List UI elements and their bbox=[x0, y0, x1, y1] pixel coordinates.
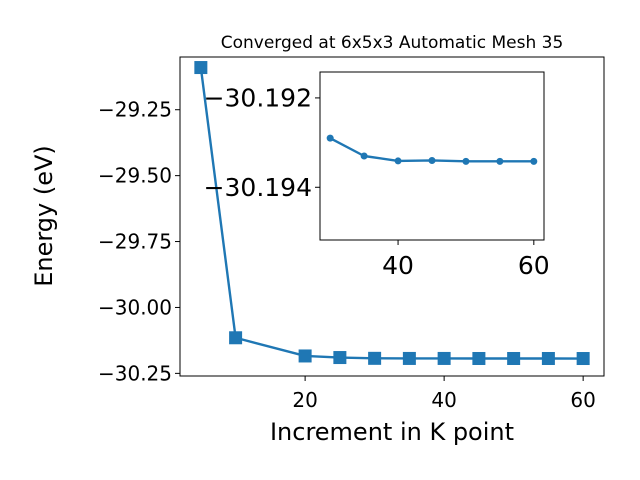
inset-x-tick-label: 40 bbox=[382, 251, 414, 280]
main-x-tick-label: 40 bbox=[431, 388, 456, 412]
inset-data-point bbox=[496, 157, 504, 165]
main-data-point bbox=[194, 61, 208, 75]
inset-data-point bbox=[462, 157, 470, 165]
main-data-point bbox=[437, 351, 451, 365]
main-y-tick-label: −30.25 bbox=[98, 361, 172, 385]
inset-y-tick-label: −30.192 bbox=[204, 83, 312, 112]
main-series bbox=[194, 61, 590, 366]
main-plot-frame bbox=[179, 56, 605, 377]
inset-data-point bbox=[360, 152, 368, 160]
main-y-tick-label: −29.75 bbox=[98, 230, 172, 254]
main-y-tick-label: −29.50 bbox=[98, 164, 172, 188]
main-data-point bbox=[402, 351, 416, 365]
main-x-axis-ticks: 20 40 60 bbox=[292, 376, 596, 412]
chart-title: Converged at 6x5x3 Automatic Mesh 35 bbox=[221, 33, 564, 53]
inset-x-axis-ticks: 40 60 bbox=[382, 240, 550, 280]
main-x-tick-label: 20 bbox=[292, 388, 317, 412]
inset-data-point bbox=[326, 134, 334, 142]
main-y-axis-ticks: −29.25 −29.50 −29.75 −30.00 −30.25 bbox=[98, 98, 180, 385]
main-data-point bbox=[507, 351, 521, 365]
x-axis-label: Increment in K point bbox=[270, 418, 514, 446]
main-data-point bbox=[298, 349, 312, 363]
y-axis-label: Energy (eV) bbox=[30, 145, 58, 287]
main-data-point bbox=[229, 331, 243, 345]
main-data-point bbox=[576, 352, 590, 366]
main-y-tick-label: −29.25 bbox=[98, 98, 172, 122]
inset-background bbox=[320, 72, 544, 240]
inset-data-point bbox=[394, 157, 402, 165]
inset-data-point bbox=[530, 157, 538, 165]
main-y-tick-label: −30.00 bbox=[98, 295, 172, 319]
main-chart: Converged at 6x5x3 Automatic Mesh 35 20 4… bbox=[30, 33, 605, 446]
inset-data-point bbox=[428, 156, 436, 164]
main-data-point bbox=[472, 351, 486, 365]
inset-chart: 40 60 −30.194 −30.192 bbox=[204, 71, 550, 280]
main-x-tick-label: 60 bbox=[570, 388, 595, 412]
inset-y-axis-ticks: −30.194 −30.192 bbox=[204, 83, 320, 202]
main-data-point bbox=[541, 351, 555, 365]
inset-x-tick-label: 60 bbox=[518, 251, 550, 280]
inset-series bbox=[326, 134, 538, 165]
main-data-point bbox=[368, 351, 382, 365]
main-data-point bbox=[333, 351, 347, 365]
inset-y-tick-label: −30.194 bbox=[204, 173, 312, 202]
inset-plot-frame bbox=[319, 71, 545, 241]
